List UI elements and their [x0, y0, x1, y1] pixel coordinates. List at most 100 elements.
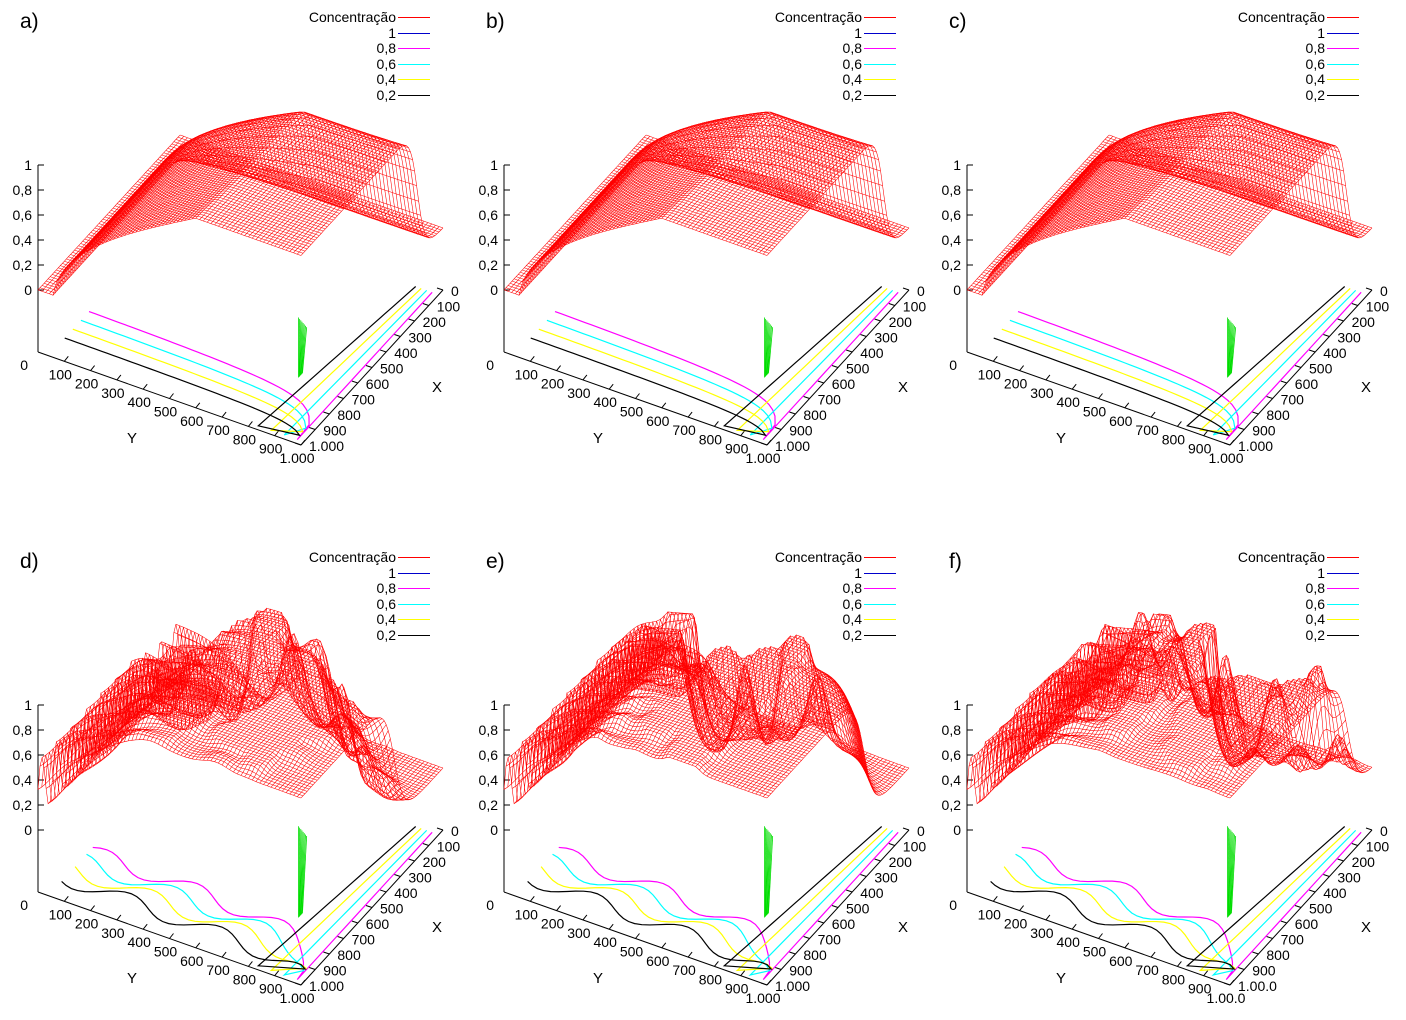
legend-label: 0,6	[1305, 595, 1325, 612]
chart-panel-4: 0 0,2 0,4 0,6 0,8 1 0 100 200 300 400 500 600 700 800 9…	[0, 540, 462, 1020]
z-tick-label: 0,2	[479, 257, 499, 273]
x-tick-label: 600	[832, 916, 856, 932]
surface-plot: 00,20,40,60,8101002003004005006007008009…	[479, 111, 926, 466]
x-tick-label: 300	[1337, 870, 1361, 886]
legend-label: 0,2	[842, 626, 862, 643]
legend-label: 0,2	[376, 86, 396, 103]
legend-entry: 1	[775, 565, 896, 582]
mesh-line-y	[627, 647, 771, 749]
y-tick	[992, 895, 998, 902]
legend-entry: 0,4	[309, 611, 430, 628]
y-tick-label: 700	[672, 422, 696, 438]
x-tick-label: 100	[1366, 299, 1390, 315]
mesh-line-y	[195, 645, 338, 760]
mesh-line-y	[101, 131, 245, 245]
legend: Concentração 1 0,8 0,6 0,4 0,2	[309, 549, 430, 643]
mesh-line-y	[248, 128, 391, 238]
y-tick-label: 700	[672, 962, 696, 978]
x-tick-label: 400	[394, 345, 418, 361]
z-tick-label: 0,6	[479, 747, 499, 763]
contour-level	[1021, 831, 1362, 980]
spike-line	[1228, 830, 1232, 916]
surface-mesh	[503, 611, 910, 805]
y-tick	[169, 393, 174, 399]
y-tick-label: 200	[1004, 376, 1028, 392]
mesh-line-y	[695, 122, 838, 231]
x-tick	[294, 982, 302, 986]
y-tick	[1203, 430, 1209, 437]
x-tick	[1351, 843, 1358, 846]
y-tick-label: 800	[1162, 431, 1186, 447]
y-tick-label: 900	[259, 981, 283, 997]
legend-swatch	[864, 572, 896, 574]
mesh-line-y	[1188, 132, 1331, 242]
x-tick	[365, 905, 373, 908]
mesh-line-y	[142, 119, 286, 231]
y-tick	[142, 383, 148, 390]
mesh-line-y	[571, 130, 714, 243]
y-axis-label: Y	[127, 430, 137, 447]
mesh-line-y	[1064, 619, 1207, 744]
mesh-line-y	[714, 670, 857, 780]
x-tick	[760, 982, 768, 986]
y-tick-label: 100	[515, 906, 539, 922]
legend-swatch	[398, 17, 430, 19]
y-tick-label: 900	[1188, 441, 1212, 457]
mesh-line-y	[582, 126, 726, 239]
mesh-line-y	[1098, 115, 1241, 224]
surface-mesh	[966, 111, 1373, 296]
mesh-line-y	[176, 114, 320, 223]
surface-mesh	[37, 111, 444, 296]
y-axis-label: Y	[593, 430, 603, 447]
legend-label: 1	[1317, 564, 1325, 581]
mesh-line-y	[654, 112, 797, 220]
mesh-line-y	[1135, 114, 1279, 223]
x-tick	[1223, 442, 1231, 446]
x-axis-label: X	[898, 379, 908, 396]
mesh-line-y	[300, 717, 444, 801]
y-tick	[63, 355, 69, 362]
y-origin-tick-label: 0	[486, 357, 494, 373]
y-tick-label: 200	[541, 916, 565, 932]
mesh-line-y	[612, 119, 756, 230]
mesh-line-y	[1128, 111, 1271, 220]
mesh-line-y	[116, 126, 260, 239]
mesh-line-y	[1180, 681, 1324, 780]
y-tick	[661, 402, 667, 409]
legend-entry: 0,2	[1238, 627, 1359, 644]
contour-lines	[530, 286, 899, 440]
mesh-line-y	[740, 137, 883, 247]
spike-line	[765, 830, 769, 916]
x-tick	[1309, 349, 1316, 353]
y-tick-label: 900	[1188, 981, 1212, 997]
x-tick	[323, 951, 330, 955]
y-tick	[687, 411, 693, 418]
y-tick-label: 500	[154, 944, 178, 960]
x-tick-label: 500	[846, 901, 870, 917]
spike-line	[765, 829, 768, 917]
legend-label: 0,2	[376, 626, 396, 643]
surface-plot: 00,20,40,60,8101002003004005006007008009…	[479, 611, 926, 1006]
x-tick-label: 200	[1352, 854, 1376, 870]
mesh-line-y	[1105, 114, 1249, 223]
mesh-line-y	[1109, 113, 1252, 222]
mesh-line-y	[120, 644, 263, 743]
x-tick-label: 1.00.0	[1238, 978, 1277, 994]
z-tick-label: 0,4	[942, 232, 962, 248]
mesh-line-y	[684, 635, 827, 763]
x-tick	[789, 951, 796, 955]
mesh-line-y	[266, 134, 410, 244]
mesh-line-y	[1083, 629, 1226, 748]
mesh-line-y	[699, 647, 842, 771]
legend-entry: 0,8	[775, 40, 896, 57]
mesh-line-y	[639, 114, 782, 224]
legend-label: 0,6	[842, 55, 862, 72]
y-tick	[274, 970, 280, 977]
mesh-line-y	[1143, 678, 1286, 768]
spike-line	[301, 834, 306, 914]
contour-level	[1003, 828, 1351, 972]
surface-plot: 00,20,40,60,8101002003004005006007008009…	[942, 111, 1390, 466]
mesh-line-y	[654, 657, 797, 758]
x-tick-label: 200	[889, 314, 913, 330]
mesh-line-y	[1177, 678, 1320, 779]
